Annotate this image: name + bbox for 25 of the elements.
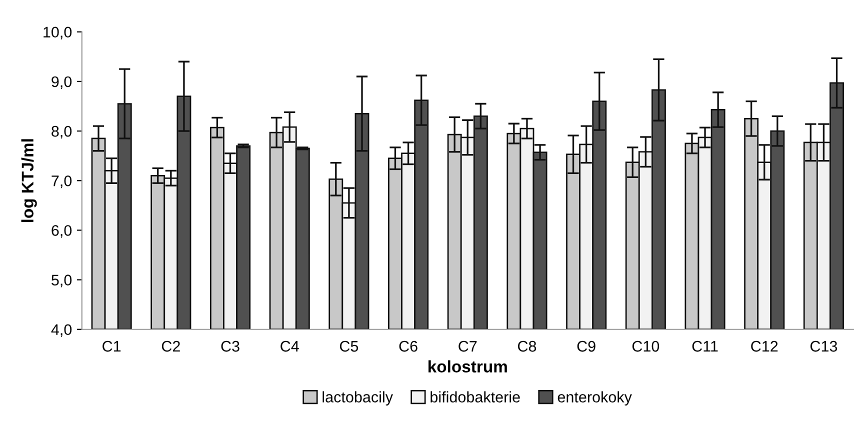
x-tick-label: C5 (340, 340, 358, 352)
x-tick-label: C3 (221, 340, 240, 352)
x-tick-label: C9 (577, 340, 596, 352)
x-axis-title: kolostrum (428, 360, 507, 373)
y-tick-label: 10,0 (44, 26, 72, 40)
x-tick-label: C4 (280, 340, 299, 352)
x-tick-label: C11 (692, 340, 718, 352)
y-axis-title: log KTJ/ml (21, 139, 37, 222)
y-tick-label: 6,0 (52, 225, 72, 238)
y-tick-label: 8,0 (52, 126, 72, 139)
x-tick-label: C8 (518, 340, 536, 352)
x-tick-label: C1 (102, 340, 121, 352)
x-tick-label: C6 (399, 340, 418, 352)
x-tick-label: C12 (751, 340, 778, 352)
legend-label: enterokoky (558, 391, 632, 406)
legend-label: bifidobakterie (430, 391, 520, 402)
y-tick-label: 5,0 (52, 274, 72, 288)
x-tick-label: C7 (458, 340, 477, 352)
y-tick-label: 7,0 (52, 175, 72, 188)
x-tick-label: C10 (632, 340, 660, 352)
legend-label: lactobacily (322, 391, 393, 406)
x-tick-label: C13 (810, 340, 838, 352)
y-tick-label: 4,0 (51, 324, 72, 337)
y-tick-label: 9,0 (52, 76, 72, 89)
x-tick-label: C2 (162, 340, 180, 352)
